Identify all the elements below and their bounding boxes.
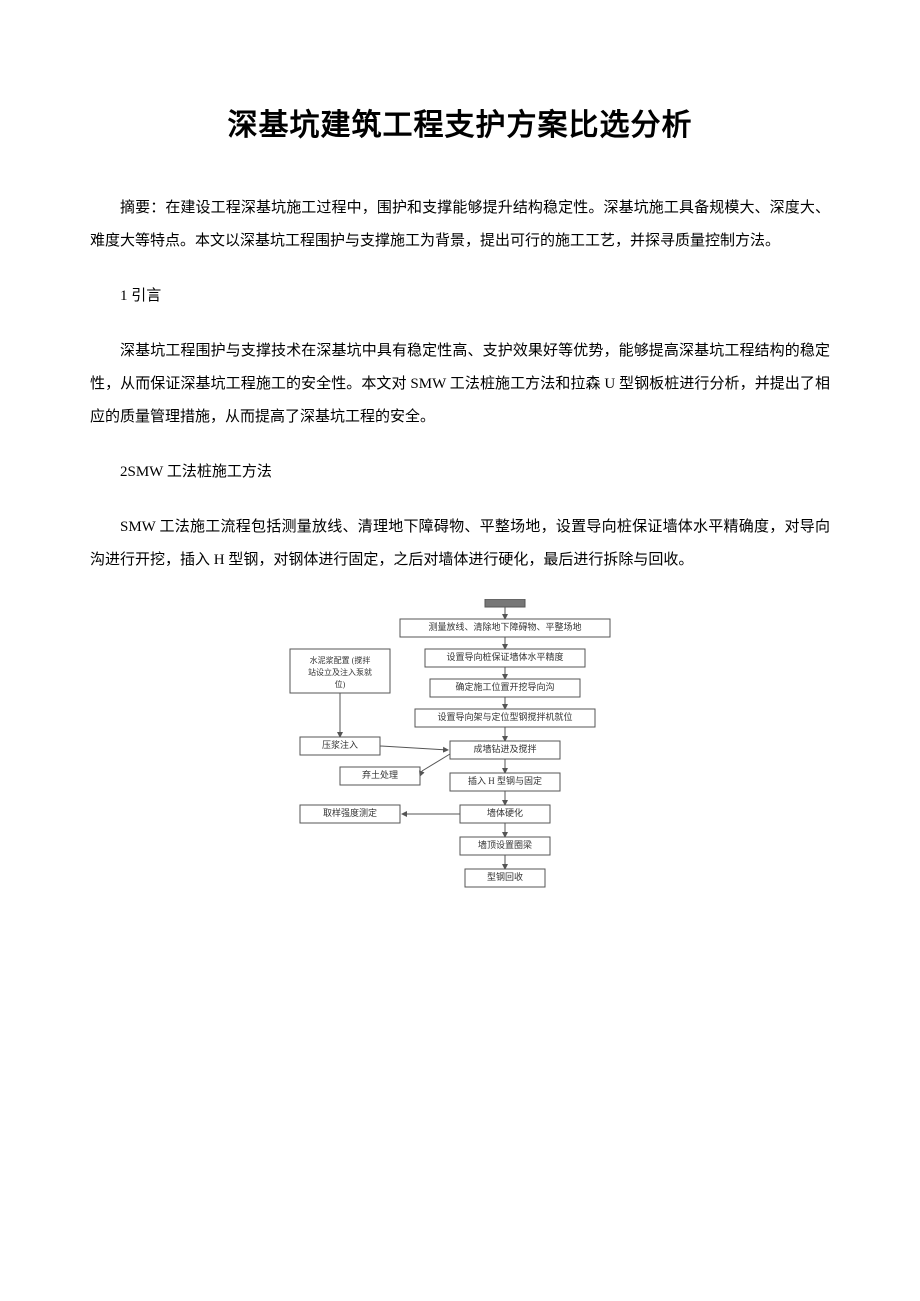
section-2-heading: 2SMW 工法桩施工方法 [90,456,830,489]
flowchart-side-1-label-c: 位) [335,679,346,689]
section-1-heading: 1 引言 [90,280,830,313]
flowchart-node-4-label: 设置导向架与定位型钢搅拌机就位 [437,711,572,722]
flowchart-side-4-label: 取样强度测定 [323,807,377,818]
flowchart-node-3-label: 确定施工位置开挖导向沟 [455,681,554,692]
flowchart-side-1-label-a: 水泥浆配置 (搅拌 [310,655,371,665]
flowchart-node-5-label: 成墙钻进及搅拌 [473,743,536,754]
flowchart-node-8-label: 墙顶设置圈梁 [478,839,532,850]
flowchart-side-1-label-b: 站设立及注入泵就 [308,667,372,677]
flowchart-container: 测量放线、清除地下障碍物、平整场地 设置导向桩保证墙体水平精度 确定施工位置开挖… [90,599,830,939]
flowchart-node-9-label: 型钢回收 [487,871,523,882]
section-2-body: SMW 工法施工流程包括测量放线、清理地下障碍物、平整场地，设置导向桩保证墙体水… [90,511,830,577]
flowchart-node-1-label: 测量放线、清除地下障碍物、平整场地 [428,621,581,632]
section-1-body: 深基坑工程围护与支撑技术在深基坑中具有稳定性高、支护效果好等优势，能够提高深基坑… [90,335,830,434]
document-title: 深基坑建筑工程支护方案比选分析 [90,100,830,144]
flowchart-start [485,599,525,607]
flowchart-side-3-label: 弃土处理 [362,769,398,780]
smw-process-flowchart: 测量放线、清除地下障碍物、平整场地 设置导向桩保证墙体水平精度 确定施工位置开挖… [270,599,650,939]
flowchart-side-2-label: 压浆注入 [322,739,358,750]
flowchart-node-6-label: 插入 H 型钢与固定 [468,775,542,786]
abstract-paragraph: 摘要：在建设工程深基坑施工过程中，围护和支撑能够提升结构稳定性。深基坑施工具备规… [90,192,830,258]
flowchart-node-2-label: 设置导向桩保证墙体水平精度 [446,651,563,662]
flowchart-node-7-label: 墙体硬化 [487,807,523,818]
document-page: 深基坑建筑工程支护方案比选分析 摘要：在建设工程深基坑施工过程中，围护和支撑能够… [0,0,920,999]
